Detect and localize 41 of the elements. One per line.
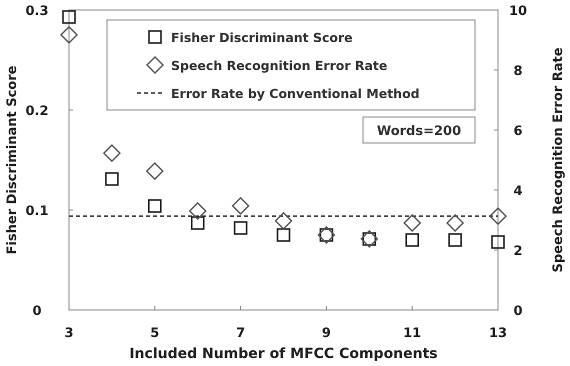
annotation: Words=200 bbox=[376, 124, 462, 139]
point bbox=[105, 172, 119, 186]
y-axis-title: Fisher Discriminant Score bbox=[5, 65, 20, 254]
y-tick-label: 0 bbox=[32, 304, 42, 319]
point bbox=[103, 144, 121, 162]
x-tick-label: 9 bbox=[322, 326, 331, 341]
y2-tick-label: 10 bbox=[508, 4, 528, 19]
point bbox=[274, 212, 292, 230]
legend-label: Error Rate by Conventional Method bbox=[171, 86, 420, 101]
point bbox=[491, 235, 505, 249]
point bbox=[448, 233, 462, 247]
point bbox=[489, 207, 507, 225]
y2-tick-label: 6 bbox=[513, 124, 523, 139]
point bbox=[404, 214, 421, 232]
y-tick-label: 0.3 bbox=[25, 4, 49, 19]
point bbox=[232, 197, 250, 215]
point bbox=[148, 199, 162, 213]
y-tick-label: 0.2 bbox=[25, 104, 49, 119]
y2-tick-label: 4 bbox=[513, 184, 523, 199]
point bbox=[405, 233, 419, 247]
y-tick-label: 0.1 bbox=[25, 204, 49, 219]
x-tick-label: 11 bbox=[403, 326, 422, 341]
x-tick-label: 3 bbox=[64, 326, 74, 341]
x-axis-title: Included Number of MFCC Components bbox=[129, 346, 438, 362]
point bbox=[60, 26, 78, 44]
point bbox=[446, 214, 464, 232]
y2-tick-label: 0 bbox=[513, 304, 523, 319]
legend-label: Speech Recognition Error Rate bbox=[171, 58, 388, 73]
x-tick-label: 13 bbox=[488, 326, 508, 341]
point bbox=[234, 221, 248, 235]
y2-tick-label: 8 bbox=[513, 64, 523, 79]
x-tick-label: 5 bbox=[150, 326, 160, 341]
point bbox=[190, 216, 204, 230]
point bbox=[62, 10, 76, 24]
legend-label: Fisher Discriminant Score bbox=[171, 30, 353, 45]
point bbox=[146, 162, 164, 180]
point bbox=[276, 228, 290, 242]
y2-tick-label: 2 bbox=[513, 244, 523, 259]
x-tick-label: 7 bbox=[236, 326, 246, 341]
point bbox=[189, 202, 206, 220]
y2-axis-title: Speech Recognition Error Rate bbox=[551, 47, 566, 273]
